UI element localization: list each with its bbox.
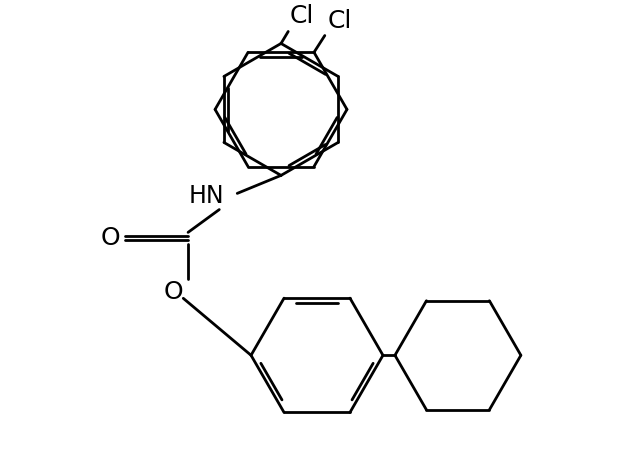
Text: Cl: Cl [328, 9, 352, 33]
Text: Cl: Cl [290, 5, 314, 29]
Text: HN: HN [188, 184, 224, 208]
Text: O: O [100, 227, 120, 250]
Text: O: O [164, 280, 183, 304]
